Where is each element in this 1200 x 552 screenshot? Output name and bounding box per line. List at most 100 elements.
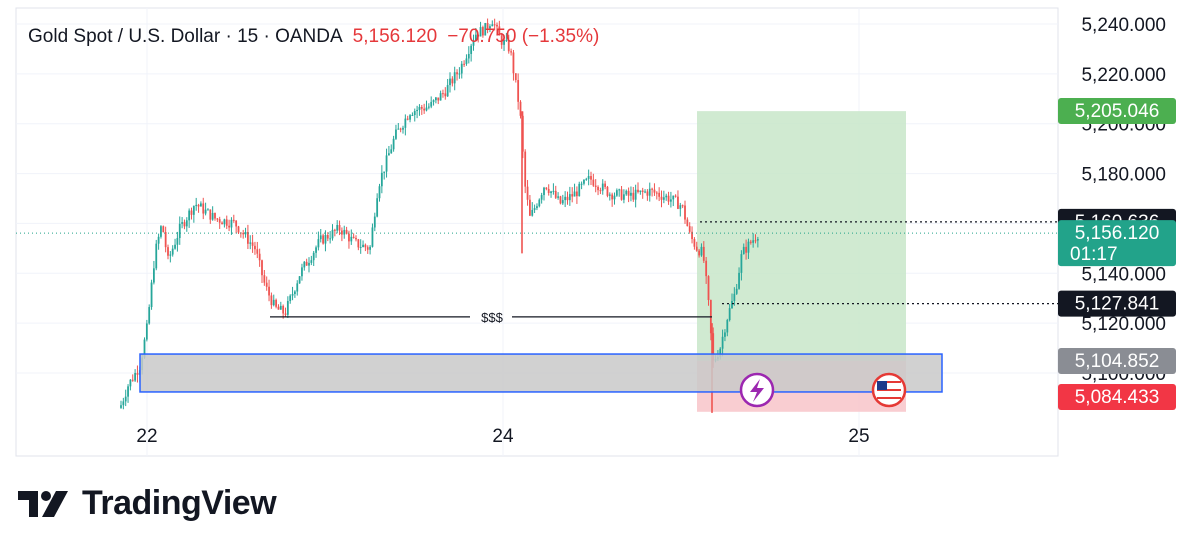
- candle-body: [726, 320, 729, 333]
- candle-body: [449, 78, 451, 86]
- candle-body: [672, 195, 675, 200]
- candle-body: [618, 189, 621, 191]
- price-axis[interactable]: 5,240.0005,220.0005,200.0005,180.0005,16…: [1081, 15, 1166, 385]
- price-tag-label: 5,104.852: [1075, 351, 1160, 372]
- candle-body: [648, 188, 651, 196]
- candle-body: [691, 231, 693, 240]
- candle-body: [258, 253, 261, 261]
- candle-body: [625, 190, 628, 195]
- candle-body: [162, 226, 165, 233]
- time-tick-label: 22: [136, 426, 157, 447]
- candle-body: [484, 23, 487, 36]
- candle-body: [531, 209, 534, 216]
- candle-body: [134, 372, 136, 381]
- candle-body: [169, 254, 172, 256]
- candle-body: [747, 241, 750, 253]
- price-tag-level: [1058, 290, 1176, 317]
- time-tick-label: 25: [848, 426, 869, 447]
- candle-body: [456, 72, 458, 75]
- candle-body: [242, 232, 245, 235]
- candle-body: [583, 179, 585, 184]
- candle-body: [397, 128, 400, 130]
- candle-body: [298, 276, 301, 284]
- candle-body: [207, 209, 209, 211]
- tradingview-logo[interactable]: TradingView: [18, 484, 277, 523]
- candle-body: [359, 246, 362, 248]
- candle-body: [216, 218, 219, 220]
- lightning-event-icon: [739, 372, 775, 408]
- candle-body: [623, 194, 625, 200]
- candle-body: [402, 127, 404, 130]
- candle-body: [651, 188, 653, 190]
- candle-body: [482, 27, 484, 36]
- candle-body: [305, 261, 308, 266]
- candle-body: [594, 185, 597, 187]
- candle-body: [540, 195, 543, 200]
- candle-body: [665, 195, 668, 198]
- candlestick-series: [120, 18, 759, 413]
- candle-body: [538, 199, 541, 207]
- candle-body: [693, 239, 696, 247]
- event-markers[interactable]: [739, 372, 907, 408]
- candle-body: [413, 111, 416, 115]
- candle-body: [550, 191, 552, 194]
- candle-body: [362, 244, 364, 247]
- candle-body: [679, 205, 682, 209]
- candle-body: [721, 336, 724, 349]
- time-axis[interactable]: 22 24 25: [136, 426, 869, 447]
- candle-body: [655, 192, 658, 194]
- candle-body: [308, 262, 310, 266]
- candle-body: [237, 226, 240, 233]
- candle-body: [677, 196, 679, 209]
- candle-body: [153, 268, 155, 283]
- legend-price: 5,156.120: [352, 26, 438, 47]
- candle-body: [195, 204, 198, 207]
- candle-body: [254, 245, 256, 250]
- candle-body: [211, 212, 214, 220]
- candle-body: [160, 226, 162, 237]
- candle-body: [500, 35, 503, 45]
- candle-body: [364, 244, 367, 248]
- candle-body: [460, 63, 463, 74]
- flag-stripe: [877, 381, 901, 383]
- candle-body: [249, 242, 252, 244]
- candle-body: [301, 267, 303, 277]
- candle-body: [430, 101, 433, 107]
- candle-body: [164, 232, 167, 248]
- candle-body: [336, 224, 339, 231]
- candle-body: [444, 93, 447, 97]
- candle-body: [204, 209, 207, 214]
- candle-body: [268, 286, 270, 296]
- candle-body: [491, 24, 494, 27]
- candle-body: [378, 186, 381, 199]
- candle-body: [529, 199, 531, 216]
- candle-body: [470, 45, 473, 54]
- candle-body: [181, 222, 183, 224]
- candle-body: [536, 206, 538, 209]
- candle-body: [611, 194, 614, 200]
- candle-body: [416, 109, 418, 112]
- candle-body: [688, 226, 691, 232]
- candle-body: [263, 275, 266, 283]
- price-tick-label: 5,240.000: [1081, 15, 1166, 36]
- price-tag-label: 5,156.120: [1075, 223, 1160, 244]
- candle-body: [218, 219, 221, 223]
- lightning-bolt: [750, 379, 764, 402]
- candle-body: [756, 238, 759, 241]
- candle-body: [592, 179, 595, 186]
- candle-body: [150, 282, 153, 308]
- candle-body: [319, 235, 322, 240]
- candle-body: [322, 235, 324, 244]
- flag-stripe: [877, 385, 901, 387]
- candle-body: [427, 106, 430, 108]
- candle-body: [326, 234, 329, 239]
- candle-body: [486, 23, 489, 29]
- candle-body: [503, 40, 505, 45]
- price-tag-label: 5,084.433: [1075, 387, 1160, 408]
- candle-body: [719, 348, 722, 358]
- candle-body: [632, 192, 635, 200]
- symbol-legend: Gold Spot / U.S. Dollar · 15 · OANDA 5,15…: [28, 26, 599, 48]
- candle-body: [745, 246, 747, 253]
- candle-body: [519, 101, 522, 116]
